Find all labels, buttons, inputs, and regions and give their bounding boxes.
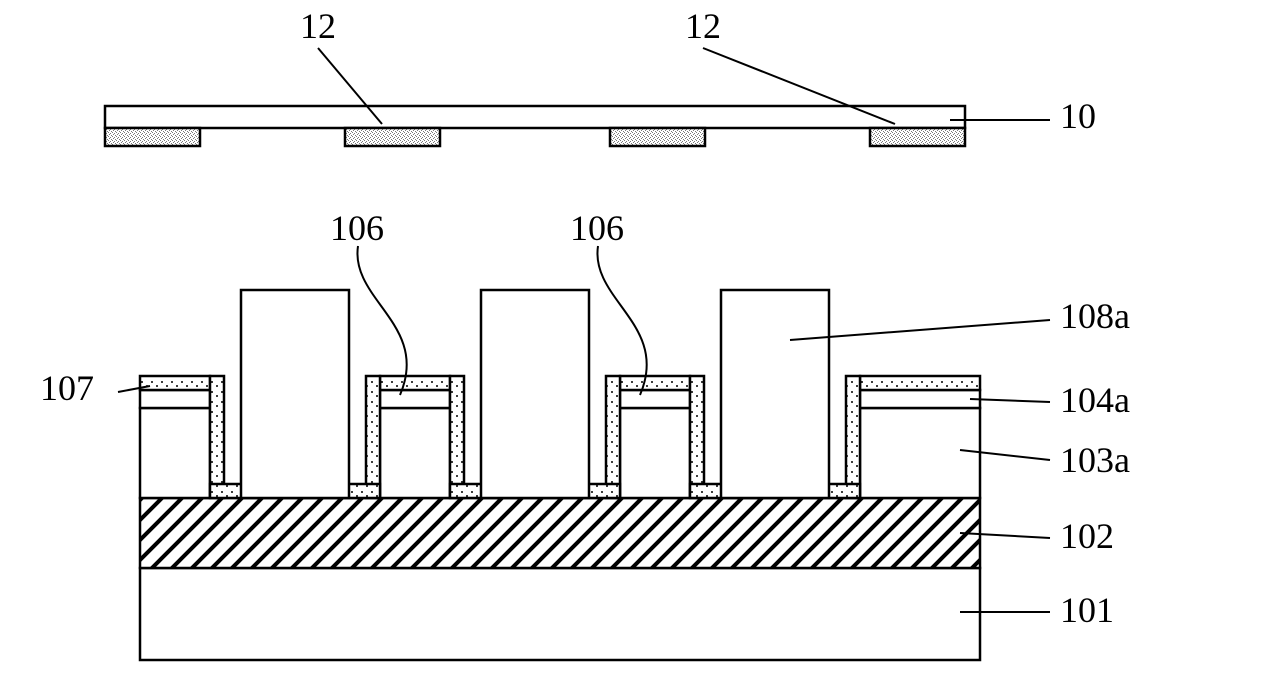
strip-104a: [140, 390, 210, 408]
feature-108a: [721, 290, 829, 498]
label-103a: 103a: [1060, 440, 1130, 480]
leader-curve-106: [597, 246, 646, 395]
layer-101: [140, 568, 980, 660]
label-101: 101: [1060, 590, 1114, 630]
top-pad-12: [610, 128, 705, 146]
top-pad-12: [105, 128, 200, 146]
label-12: 12: [685, 6, 721, 46]
strip-104a: [860, 390, 980, 408]
label-106: 106: [330, 208, 384, 248]
feature-108a: [241, 290, 349, 498]
label-10: 10: [1060, 96, 1096, 136]
feature-108a: [481, 290, 589, 498]
top-substrate-10: [105, 106, 965, 128]
label-106: 106: [570, 208, 624, 248]
strip-104a: [620, 390, 690, 408]
pillar-103a: [380, 408, 450, 498]
pillar-103a: [140, 408, 210, 498]
label-12: 12: [300, 6, 336, 46]
strip-104a: [380, 390, 450, 408]
label-107: 107: [40, 368, 94, 408]
label-102: 102: [1060, 516, 1114, 556]
top-pad-12: [345, 128, 440, 146]
label-108a: 108a: [1060, 296, 1130, 336]
leader-curve-106: [357, 246, 406, 395]
pillar-103a: [860, 408, 980, 498]
top-pad-12: [870, 128, 965, 146]
layer-102: [140, 498, 980, 568]
label-104a: 104a: [1060, 380, 1130, 420]
pillar-103a: [620, 408, 690, 498]
leader-line: [970, 399, 1050, 402]
